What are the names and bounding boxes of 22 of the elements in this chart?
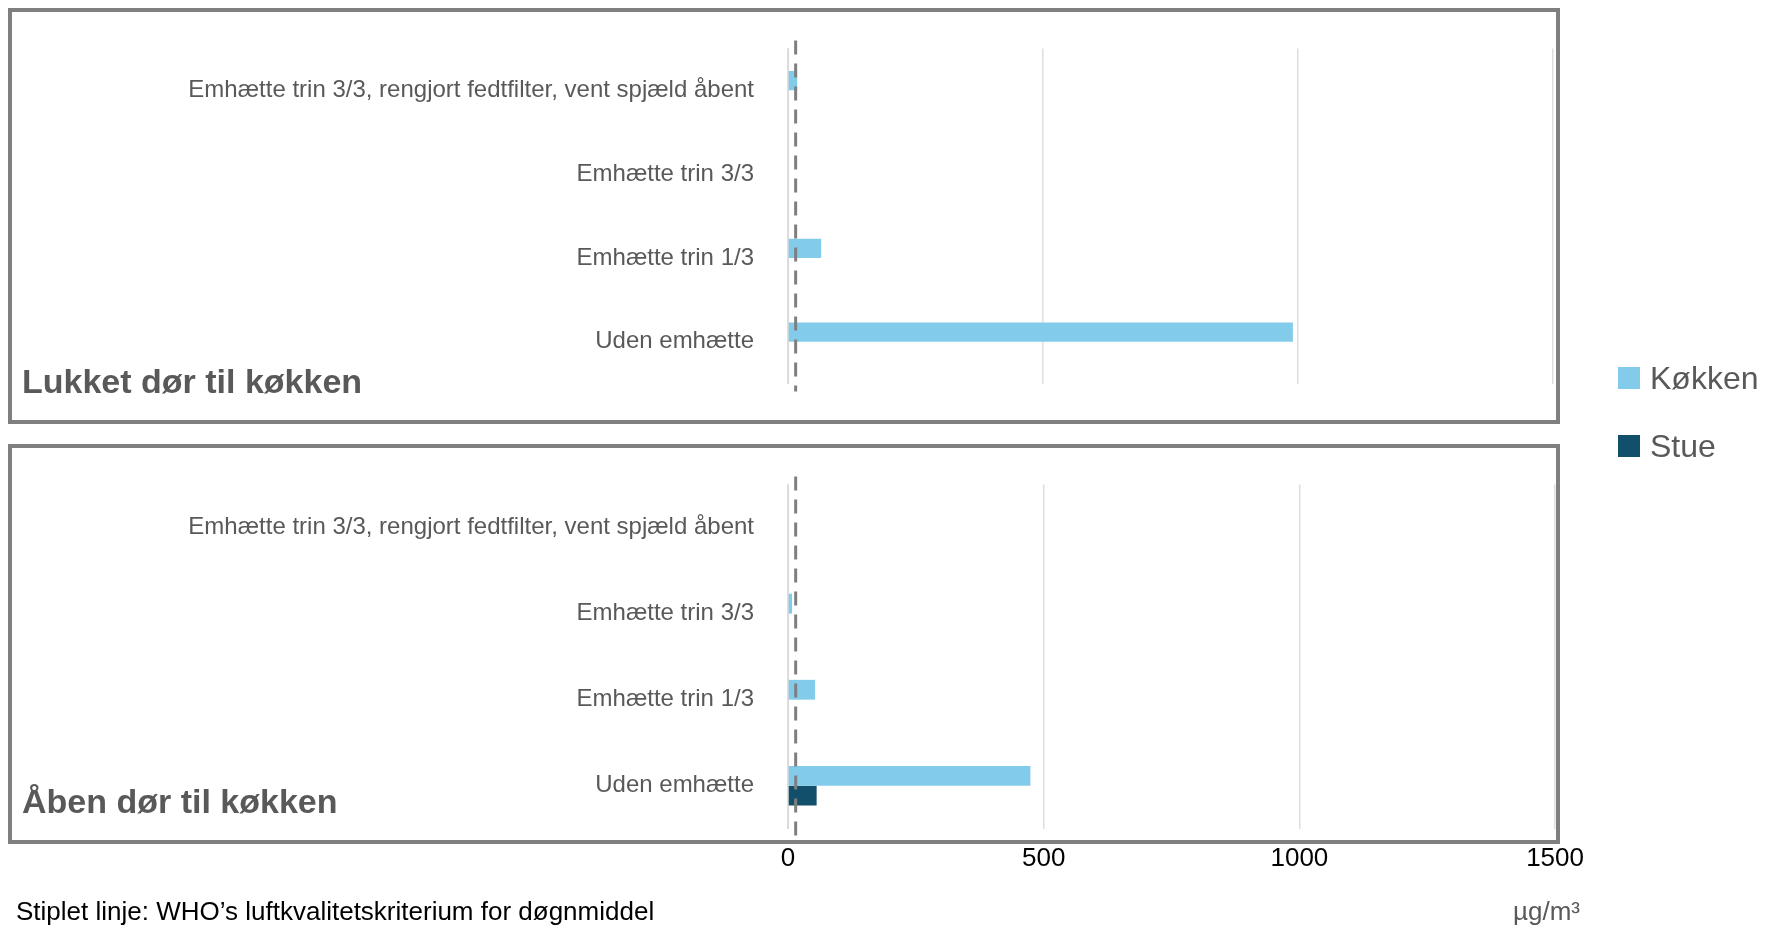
bar bbox=[788, 679, 816, 700]
x-tick-label: 1500 bbox=[1526, 841, 1584, 872]
text: Stiplet linje: WHO’s luftkvalitetskriterium for døgnmiddel bbox=[16, 896, 655, 927]
y-tick-label: Emhætte trin 1/3 bbox=[576, 684, 754, 712]
bar bbox=[788, 593, 793, 614]
text: Åben dør til køkken bbox=[22, 782, 338, 821]
bar bbox=[788, 785, 817, 806]
legend-label: Køkken bbox=[1650, 359, 1759, 397]
y-tick-label: Uden emhætte bbox=[595, 770, 754, 798]
text: Lukket dør til køkken bbox=[22, 362, 363, 401]
y-tick-label: Emhætte trin 3/3 bbox=[576, 158, 754, 186]
legend-label: Stue bbox=[1650, 427, 1716, 465]
y-tick-label: Uden emhætte bbox=[595, 326, 754, 354]
y-tick-label: Emhætte trin 3/3, rengjort fedtfilter, vent spjæld åbent bbox=[188, 74, 755, 102]
x-tick-label: 500 bbox=[1022, 841, 1066, 872]
y-tick-label: Emhætte trin 3/3, rengjort fedtfilter, vent spjæld åbent bbox=[188, 512, 755, 540]
x-tick-label: 1000 bbox=[1270, 841, 1329, 872]
y-tick-label: Emhætte trin 1/3 bbox=[576, 242, 754, 270]
bar bbox=[788, 765, 1031, 786]
x-axis-title: µg/m³ bbox=[1513, 896, 1580, 927]
y-tick-label: Emhætte trin 3/3 bbox=[576, 598, 754, 626]
x-tick-label: 0 bbox=[780, 841, 796, 872]
